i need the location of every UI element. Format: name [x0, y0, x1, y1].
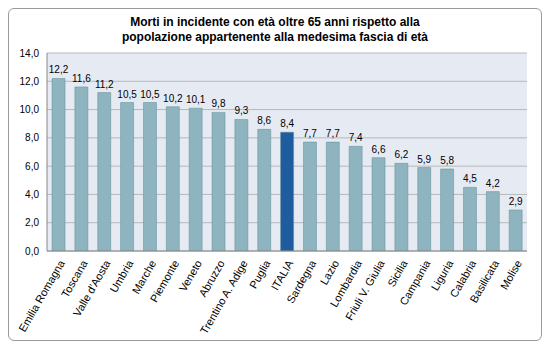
- svg-text:6,0: 6,0: [25, 161, 39, 172]
- svg-text:12,0: 12,0: [20, 76, 40, 87]
- svg-text:Trentino A. Adige: Trentino A. Adige: [198, 258, 250, 336]
- svg-text:5,8: 5,8: [440, 155, 454, 166]
- svg-text:7,7: 7,7: [326, 128, 340, 139]
- svg-text:9,8: 9,8: [212, 98, 226, 109]
- svg-text:12,2: 12,2: [49, 64, 69, 75]
- svg-text:Sicilia: Sicilia: [385, 257, 410, 289]
- svg-text:ITALIA: ITALIA: [268, 257, 296, 293]
- svg-text:7,4: 7,4: [349, 132, 363, 143]
- svg-text:11,6: 11,6: [72, 73, 91, 84]
- svg-text:Marche: Marche: [129, 257, 159, 296]
- svg-text:Valle d'Aosta: Valle d'Aosta: [70, 257, 113, 319]
- svg-text:4,5: 4,5: [463, 173, 477, 184]
- svg-text:4,0: 4,0: [25, 189, 39, 200]
- html-text:Morti in incidente con età olt: Morti in incidente con età oltre 65 anni…: [121, 15, 428, 44]
- svg-text:10,0: 10,0: [20, 104, 40, 115]
- svg-text:8,4: 8,4: [280, 118, 294, 129]
- svg-text:10,1: 10,1: [186, 94, 206, 105]
- svg-text:14,0: 14,0: [20, 48, 40, 59]
- svg-text:Basilicata: Basilicata: [467, 257, 501, 305]
- svg-text:8,0: 8,0: [25, 132, 39, 143]
- svg-text:Veneto: Veneto: [176, 257, 205, 294]
- svg-text:6,2: 6,2: [394, 149, 408, 160]
- svg-text:7,7: 7,7: [303, 128, 317, 139]
- svg-text:10,5: 10,5: [140, 89, 160, 100]
- svg-text:Sardegna: Sardegna: [284, 257, 319, 305]
- svg-text:8,6: 8,6: [257, 115, 271, 126]
- svg-text:Friuli V. Giulia: Friuli V. Giulia: [343, 257, 388, 322]
- svg-text:Lazio: Lazio: [318, 258, 342, 287]
- svg-text:2,0: 2,0: [25, 217, 39, 228]
- svg-text:Liguria: Liguria: [428, 257, 456, 293]
- svg-text:10,5: 10,5: [117, 89, 137, 100]
- svg-text:11,2: 11,2: [95, 79, 114, 90]
- svg-text:9,3: 9,3: [234, 105, 248, 116]
- svg-text:Emilia Romagna: Emilia Romagna: [16, 257, 67, 334]
- svg-text:6,6: 6,6: [372, 144, 386, 155]
- svg-text:Molise: Molise: [498, 258, 524, 292]
- svg-text:0,0: 0,0: [25, 246, 39, 257]
- svg-text:Toscana: Toscana: [58, 257, 90, 300]
- svg-text:4,2: 4,2: [486, 178, 500, 189]
- svg-text:5,9: 5,9: [417, 154, 431, 165]
- svg-text:Campania: Campania: [397, 257, 433, 307]
- svg-text:Abruzzo: Abruzzo: [196, 257, 227, 299]
- svg-text:Umbria: Umbria: [107, 257, 136, 295]
- svg-text:2,9: 2,9: [509, 196, 523, 207]
- svg-text:Piemonte: Piemonte: [148, 258, 182, 304]
- svg-text:Lombardia: Lombardia: [327, 257, 365, 309]
- svg-text:Puglia: Puglia: [247, 257, 273, 291]
- svg-text:Calabria: Calabria: [447, 257, 479, 300]
- svg-text:10,2: 10,2: [163, 93, 183, 104]
